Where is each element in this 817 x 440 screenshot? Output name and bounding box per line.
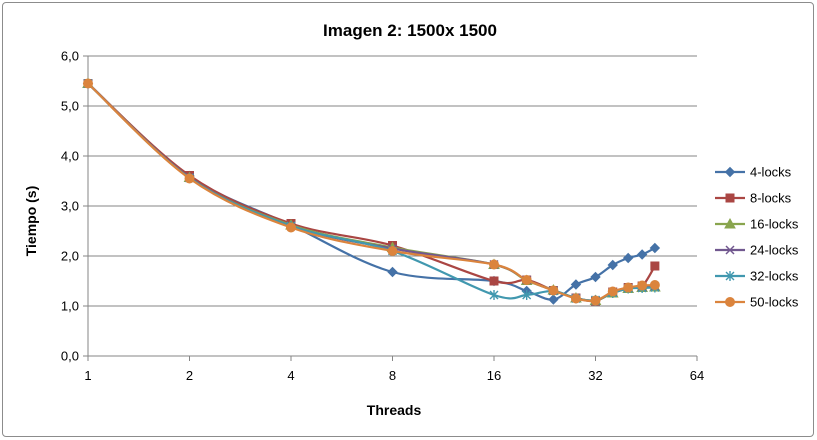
- series-layer: [82, 77, 661, 306]
- data-point: [607, 259, 618, 271]
- data-point: [489, 276, 499, 286]
- legend-label: 50-locks: [750, 295, 799, 310]
- legend-swatch-marker: [724, 217, 736, 229]
- data-point: [570, 279, 582, 290]
- legend-item: 24-locks: [715, 243, 799, 258]
- y-tick-label: 0,0: [61, 349, 79, 364]
- data-point: [570, 293, 581, 304]
- data-point: [649, 242, 661, 254]
- legend-swatch-marker: [725, 271, 735, 281]
- x-tick-label: 2: [186, 368, 193, 383]
- data-point: [83, 78, 93, 89]
- legend-swatch-marker: [725, 193, 735, 203]
- x-tick-label: 32: [588, 368, 602, 383]
- data-point: [387, 246, 398, 256]
- series-8-locks: [83, 79, 660, 306]
- data-point: [637, 280, 648, 291]
- x-tick-label: 4: [287, 368, 294, 383]
- legend-item: 16-locks: [715, 217, 799, 232]
- legend-label: 16-locks: [750, 217, 799, 232]
- data-point: [607, 286, 618, 297]
- legend-label: 4-locks: [750, 165, 792, 180]
- y-tick-label: 1,0: [61, 299, 79, 314]
- legend-swatch-marker: [724, 166, 736, 178]
- series-line: [87, 82, 655, 302]
- legend-item: 4-locks: [715, 165, 792, 180]
- y-axis-label: Tiempo (s): [23, 186, 39, 257]
- data-point: [623, 282, 634, 293]
- x-tick-label: 64: [690, 368, 704, 383]
- legend-label: 24-locks: [750, 243, 799, 258]
- data-point: [622, 252, 634, 264]
- data-point: [489, 290, 499, 300]
- series-32-locks: [83, 78, 660, 305]
- data-point: [590, 271, 601, 283]
- series-24-locks: [83, 78, 660, 306]
- data-point: [649, 280, 660, 290]
- data-point: [387, 266, 398, 278]
- series-50-locks: [83, 78, 660, 306]
- axes: 0,0 1,0 2,0 3,0 4,0 5,0 6,0 1 2 4 8 16 32 64: [61, 49, 704, 384]
- data-point: [522, 290, 532, 300]
- y-tick-label: 2,0: [61, 249, 79, 264]
- y-tick-label: 5,0: [61, 99, 79, 114]
- legend-item: 32-locks: [715, 269, 799, 284]
- data-point: [548, 285, 559, 296]
- data-point: [650, 261, 660, 271]
- data-point: [548, 294, 559, 305]
- data-point: [184, 173, 195, 184]
- legend-swatch-marker: [725, 297, 735, 307]
- y-tick-label: 6,0: [61, 49, 79, 64]
- y-tick-label: 3,0: [61, 199, 79, 214]
- x-tick-label: 16: [487, 368, 501, 383]
- data-point: [286, 222, 296, 233]
- x-tick-label: 1: [84, 368, 91, 383]
- y-tick-label: 4,0: [61, 149, 79, 164]
- grid-lines: [88, 55, 697, 307]
- data-point: [636, 249, 648, 260]
- legend-label: 8-locks: [750, 191, 792, 206]
- data-point: [489, 259, 499, 270]
- x-axis-label: Threads: [367, 402, 422, 418]
- series-line: [87, 82, 655, 302]
- series-4-locks: [82, 78, 661, 305]
- chart-title: Imagen 2: 1500x 1500: [323, 21, 497, 40]
- legend: 4-locks 8-locks 16-locks 24-locks 32-locks 50…: [715, 165, 799, 310]
- data-point: [521, 275, 532, 285]
- x-tick-label: 8: [389, 368, 396, 383]
- data-point: [590, 295, 601, 306]
- series-line: [87, 82, 655, 303]
- legend-label: 32-locks: [750, 269, 799, 284]
- series-line: [87, 82, 656, 301]
- legend-item: 50-locks: [715, 295, 799, 310]
- legend-swatch-marker: [725, 245, 735, 255]
- legend-item: 8-locks: [715, 191, 792, 206]
- series-line: [87, 82, 656, 303]
- series-line: [87, 82, 655, 302]
- series-16-locks: [82, 77, 661, 305]
